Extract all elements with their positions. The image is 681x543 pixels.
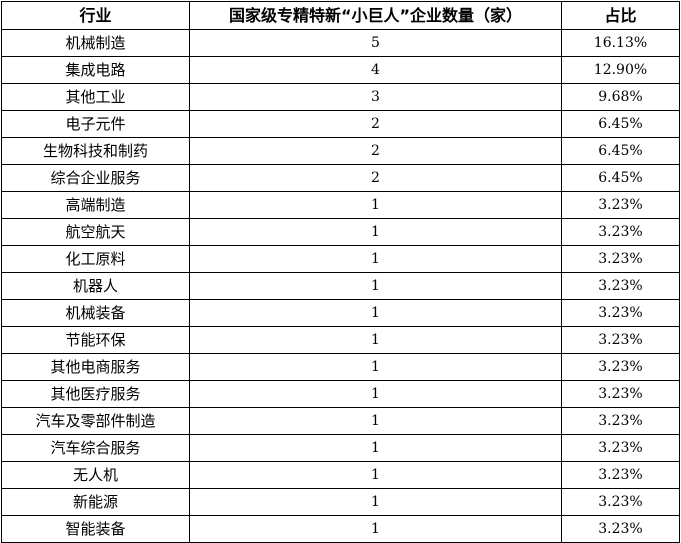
table-row: 其他医疗服务 1 3.23% [1,380,680,408]
table-row: 机器人 1 3.23% [1,272,680,300]
share-cell: 6.45% [561,137,680,165]
share-cell: 3.23% [561,272,680,300]
industry-cell: 化工原料 [1,245,190,273]
header-row: 行业 国家级专精特新“小巨人”企业数量（家） 占比 [1,1,680,30]
header-count: 国家级专精特新“小巨人”企业数量（家） [189,1,562,30]
share-cell: 3.23% [561,191,680,219]
industry-cell: 智能装备 [1,515,190,543]
share-cell: 3.23% [561,353,680,381]
table-row: 机械装备 1 3.23% [1,299,680,327]
count-cell: 1 [189,353,562,381]
share-cell: 3.23% [561,218,680,246]
share-cell: 3.23% [561,488,680,516]
table-row: 生物科技和制药 2 6.45% [1,137,680,165]
table-row: 高端制造 1 3.23% [1,191,680,219]
count-cell: 1 [189,461,562,489]
share-cell: 9.68% [561,83,680,111]
count-cell: 5 [189,29,562,57]
share-cell: 3.23% [561,380,680,408]
industry-cell: 电子元件 [1,110,190,138]
share-cell: 3.23% [561,515,680,543]
industry-cell: 汽车及零部件制造 [1,407,190,435]
header-industry: 行业 [1,1,190,30]
table-row: 无人机 1 3.23% [1,461,680,489]
table-row: 集成电路 4 12.90% [1,56,680,84]
count-cell: 1 [189,272,562,300]
industry-cell: 综合企业服务 [1,164,190,192]
count-cell: 1 [189,434,562,462]
table-row: 其他电商服务 1 3.23% [1,353,680,381]
count-cell: 1 [189,488,562,516]
count-cell: 2 [189,137,562,165]
share-cell: 3.23% [561,407,680,435]
industry-cell: 节能环保 [1,326,190,354]
share-cell: 12.90% [561,56,680,84]
share-cell: 6.45% [561,110,680,138]
share-cell: 3.23% [561,326,680,354]
industry-cell: 高端制造 [1,191,190,219]
table-row: 汽车综合服务 1 3.23% [1,434,680,462]
header-share: 占比 [561,1,680,30]
industry-cell: 汽车综合服务 [1,434,190,462]
industry-cell: 集成电路 [1,56,190,84]
industry-cell: 生物科技和制药 [1,137,190,165]
table-row: 化工原料 1 3.23% [1,245,680,273]
count-cell: 2 [189,164,562,192]
count-cell: 1 [189,380,562,408]
industry-cell: 其他工业 [1,83,190,111]
industry-cell: 机器人 [1,272,190,300]
count-cell: 2 [189,110,562,138]
share-cell: 3.23% [561,245,680,273]
industry-cell: 其他电商服务 [1,353,190,381]
table-row: 新能源 1 3.23% [1,488,680,516]
table-row: 其他工业 3 9.68% [1,83,680,111]
share-cell: 3.23% [561,461,680,489]
table-row: 航空航天 1 3.23% [1,218,680,246]
industry-cell: 新能源 [1,488,190,516]
count-cell: 1 [189,191,562,219]
table-row: 机械制造 5 16.13% [1,29,680,57]
count-cell: 1 [189,218,562,246]
count-cell: 1 [189,407,562,435]
count-cell: 1 [189,515,562,543]
share-cell: 3.23% [561,434,680,462]
industry-cell: 其他医疗服务 [1,380,190,408]
count-cell: 3 [189,83,562,111]
industry-cell: 航空航天 [1,218,190,246]
count-cell: 1 [189,326,562,354]
table-row: 节能环保 1 3.23% [1,326,680,354]
count-cell: 1 [189,299,562,327]
share-cell: 6.45% [561,164,680,192]
share-cell: 3.23% [561,299,680,327]
share-cell: 16.13% [561,29,680,57]
industry-cell: 机械装备 [1,299,190,327]
table-row: 电子元件 2 6.45% [1,110,680,138]
industry-cell: 机械制造 [1,29,190,57]
count-cell: 4 [189,56,562,84]
table-row: 综合企业服务 2 6.45% [1,164,680,192]
table-row: 智能装备 1 3.23% [1,515,680,543]
table-row: 汽车及零部件制造 1 3.23% [1,407,680,435]
industry-cell: 无人机 [1,461,190,489]
count-cell: 1 [189,245,562,273]
